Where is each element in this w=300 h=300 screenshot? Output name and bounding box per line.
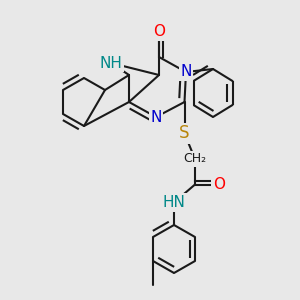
Text: O: O xyxy=(213,177,225,192)
Text: N: N xyxy=(180,64,192,80)
Text: CH₂: CH₂ xyxy=(183,152,207,166)
Text: NH: NH xyxy=(100,56,122,70)
Text: N: N xyxy=(150,110,162,124)
Text: O: O xyxy=(153,24,165,39)
Text: S: S xyxy=(179,124,190,142)
Text: HN: HN xyxy=(163,195,185,210)
